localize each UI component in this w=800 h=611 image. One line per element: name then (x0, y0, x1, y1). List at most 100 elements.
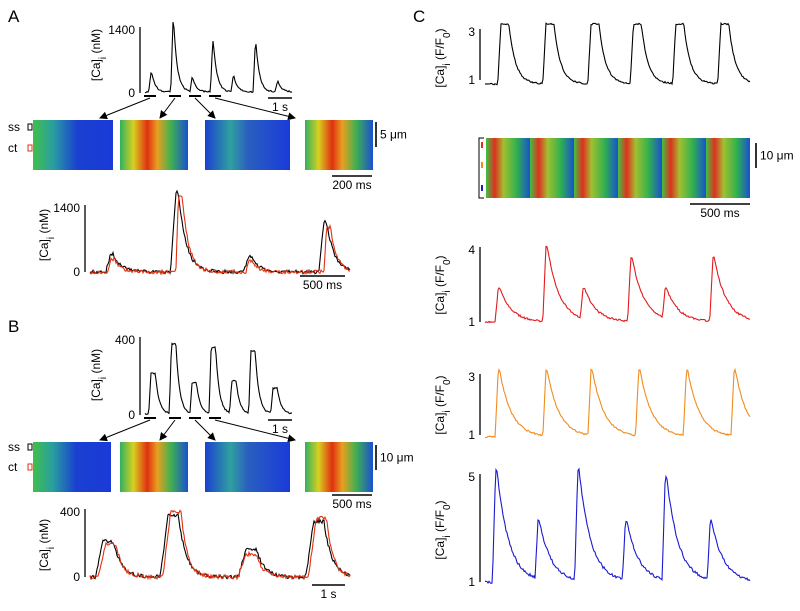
y-tick-label: 0 (73, 570, 80, 584)
label-part: (nM) (89, 29, 103, 57)
y-tick-label: 4 (468, 243, 475, 257)
trace-3 (485, 467, 751, 585)
line-scan-image (120, 120, 188, 170)
row-marker (27, 144, 33, 152)
line-scan-image (33, 120, 113, 170)
y-tick-label: 0 (73, 265, 80, 279)
subscript: 0 (442, 379, 453, 385)
panel-label: C (413, 7, 425, 26)
label-part: (F/F (433, 265, 447, 290)
row-marker (481, 185, 483, 191)
line-scan-image (530, 138, 574, 198)
trace-red (89, 509, 351, 581)
label-part: [Ca] (433, 538, 447, 560)
label-part: (nM) (37, 519, 51, 547)
subscript: i (442, 290, 453, 292)
y-tick-label: 1 (468, 575, 475, 589)
label-part: ) (433, 255, 447, 259)
scale-label: 1 s (272, 100, 288, 114)
y-tick-label: 0 (128, 408, 135, 422)
panel-label: B (8, 317, 19, 336)
subscript: i (442, 410, 453, 412)
row-marker (481, 142, 483, 148)
trace-black (89, 512, 351, 581)
y-axis-label: [Ca]i (nM) (37, 209, 57, 261)
line-scan-image (205, 120, 290, 170)
trace-red (89, 195, 351, 275)
scale-label: 200 ms (332, 178, 371, 192)
y-tick-label: 3 (468, 370, 475, 384)
arrow (99, 97, 151, 120)
row-label: ss (8, 440, 20, 454)
line-scan-image (706, 138, 750, 198)
y-tick-label: 400 (60, 505, 80, 519)
subscript: i (442, 535, 453, 537)
row-marker (27, 443, 33, 451)
line-scan-image (205, 442, 290, 492)
subscript: 0 (442, 259, 453, 265)
line-scan-image (305, 120, 373, 170)
row-marker (27, 463, 33, 471)
arrow (214, 419, 296, 443)
scale-label: 500 ms (303, 278, 342, 292)
y-axis-label: [Ca]i (F/F0) (433, 500, 453, 559)
y-tick-label: 0 (128, 86, 135, 100)
subscript: i (442, 63, 453, 65)
y-axis-label: [Ca]i (nM) (89, 29, 109, 81)
y-tick-label: 3 (468, 25, 475, 39)
label-part: ) (433, 28, 447, 32)
trace-black (89, 189, 351, 276)
trace (144, 342, 293, 415)
scale-label: 1 s (272, 422, 288, 436)
trace-0 (484, 21, 751, 86)
arrow (194, 419, 216, 441)
subscript: i (98, 377, 109, 379)
arrow (194, 97, 216, 119)
arrow (159, 97, 176, 119)
y-tick-label: 1 (468, 428, 475, 442)
label-part: [Ca] (37, 549, 51, 571)
arrow (214, 97, 296, 121)
y-tick-label: 1400 (108, 23, 135, 37)
label-part: [Ca] (433, 66, 447, 88)
label-part: [Ca] (433, 413, 447, 435)
scale-label: 5 μm (380, 128, 407, 142)
label-part: ) (433, 500, 447, 504)
row-label: ct (8, 460, 18, 474)
line-scan-image (486, 138, 530, 198)
label-part: ) (433, 375, 447, 379)
line-scan-image (120, 442, 188, 492)
y-tick-label: 1 (468, 315, 475, 329)
row-label: ss (8, 120, 20, 134)
label-part: [Ca] (433, 293, 447, 315)
trace-2 (484, 367, 751, 439)
scale-label: 10 μm (380, 451, 414, 465)
subscript: i (46, 547, 57, 549)
y-axis-label: [Ca]i (F/F0) (433, 28, 453, 87)
label-part: [Ca] (89, 59, 103, 81)
scale-label: 500 ms (700, 206, 739, 220)
line-scan-image (305, 442, 373, 492)
scale-label: 1 s (320, 587, 336, 601)
arrow (159, 419, 176, 441)
line-scan-image (33, 442, 111, 492)
scale-label: 10 μm (760, 149, 794, 163)
trace-1 (484, 245, 751, 324)
y-axis-label: [Ca]i (F/F0) (433, 375, 453, 434)
line-scan-image (662, 138, 706, 198)
label-part: [Ca] (37, 239, 51, 261)
y-axis-label: [Ca]i (F/F0) (433, 255, 453, 314)
y-tick-label: 1400 (53, 201, 80, 215)
label-part: (F/F (433, 385, 447, 410)
scale-label: 500 ms (332, 497, 371, 511)
panel-label: A (8, 7, 20, 26)
line-scan-image (618, 138, 662, 198)
y-tick-label: 5 (468, 470, 475, 484)
line-scan-image (574, 138, 618, 198)
label-part: (nM) (89, 349, 103, 377)
row-marker (27, 123, 33, 131)
bracket (478, 137, 484, 199)
subscript: 0 (442, 504, 453, 510)
arrow (99, 419, 151, 442)
